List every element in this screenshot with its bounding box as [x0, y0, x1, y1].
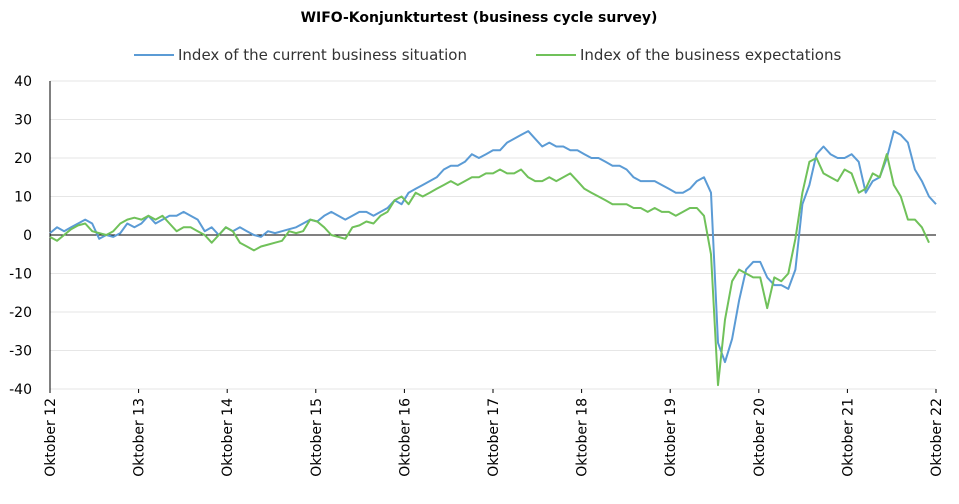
y-tick-label: 30 [14, 113, 32, 129]
series-line-1 [49, 153, 930, 387]
y-axis: 40 30 20 10 0 -10 -20 -30 -40 [9, 74, 32, 398]
y-tick-label: 10 [14, 190, 32, 206]
legend-label-1: Index of the business expectations [580, 46, 841, 64]
y-tick-label: 20 [14, 151, 32, 167]
x-tick-label: Oktober 12 [43, 398, 59, 477]
x-tick-label: Oktober 16 [397, 398, 413, 477]
series-line-0 [49, 130, 937, 364]
y-tick-label: 0 [23, 228, 32, 244]
x-axis: Oktober 12 Oktober 13 Oktober 14 Oktober 15… [43, 389, 945, 477]
x-tick-label: Oktober 19 [663, 398, 679, 477]
x-tick-label: Oktober 14 [220, 398, 236, 477]
x-tick-label: Oktober 18 [575, 398, 591, 477]
x-tick-label: Oktober 22 [929, 398, 945, 477]
y-tick-label: -40 [9, 382, 32, 398]
x-tick-label: Oktober 15 [309, 398, 325, 477]
y-tick-label: 40 [14, 74, 32, 90]
x-tick-label: Oktober 17 [486, 398, 502, 477]
x-tick-label: Oktober 21 [840, 398, 856, 477]
y-tick-label: -10 [9, 267, 32, 283]
legend-label-0: Index of the current business situation [178, 46, 467, 64]
y-tick-label: -20 [9, 305, 32, 321]
series-layer [49, 130, 937, 387]
legend: Index of the current business situation I… [134, 46, 841, 64]
y-tick-label: -30 [9, 344, 32, 360]
x-tick-label: Oktober 20 [752, 398, 768, 477]
x-tick-label: Oktober 13 [132, 398, 148, 477]
chart-title: WIFO-Konjunkturtest (business cycle surv… [301, 10, 658, 26]
